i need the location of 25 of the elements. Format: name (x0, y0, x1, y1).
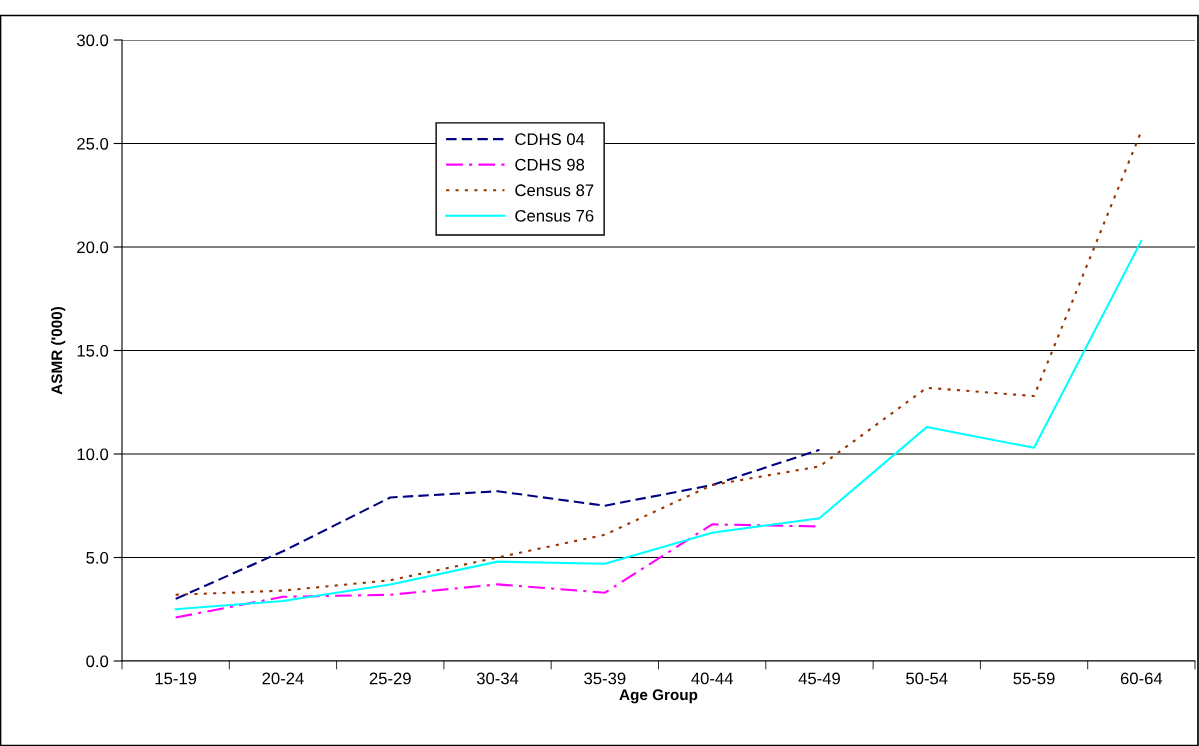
line-series (174, 448, 821, 600)
x-tick-label: 55-59 (1013, 672, 1055, 685)
y-tick-label: 10.0 (77, 448, 109, 461)
y-tick-label: 0.0 (86, 655, 109, 668)
y-tick-label: 20.0 (77, 241, 109, 254)
x-tick-label: 30-34 (476, 672, 519, 685)
x-tick-label: 45-49 (798, 672, 840, 685)
x-tick-label: 50-54 (906, 672, 948, 685)
y-tick-label: 25.0 (77, 137, 109, 150)
x-tick-label: 20-24 (262, 672, 304, 685)
legend-label: CDHS 98 (515, 158, 585, 171)
y-tick-label: 30.0 (77, 34, 109, 47)
y-tick-label: 5.0 (86, 551, 109, 564)
y-axis-title: ASMR ('000) (51, 307, 66, 395)
legend-label: CDHS 04 (515, 133, 585, 146)
x-tick-label: 25-29 (369, 672, 411, 685)
line-series (174, 239, 1143, 611)
x-tick-label: 35-39 (584, 672, 626, 685)
x-tick-label: 60-64 (1120, 672, 1163, 685)
y-tick-label: 15.0 (77, 344, 109, 357)
x-tick-label: 40-44 (691, 672, 733, 685)
legend-label: Census 76 (515, 209, 594, 222)
legend-label: Census 87 (515, 184, 594, 197)
x-tick-label: 15-19 (155, 672, 197, 685)
x-axis-title: Age Group (619, 689, 698, 704)
